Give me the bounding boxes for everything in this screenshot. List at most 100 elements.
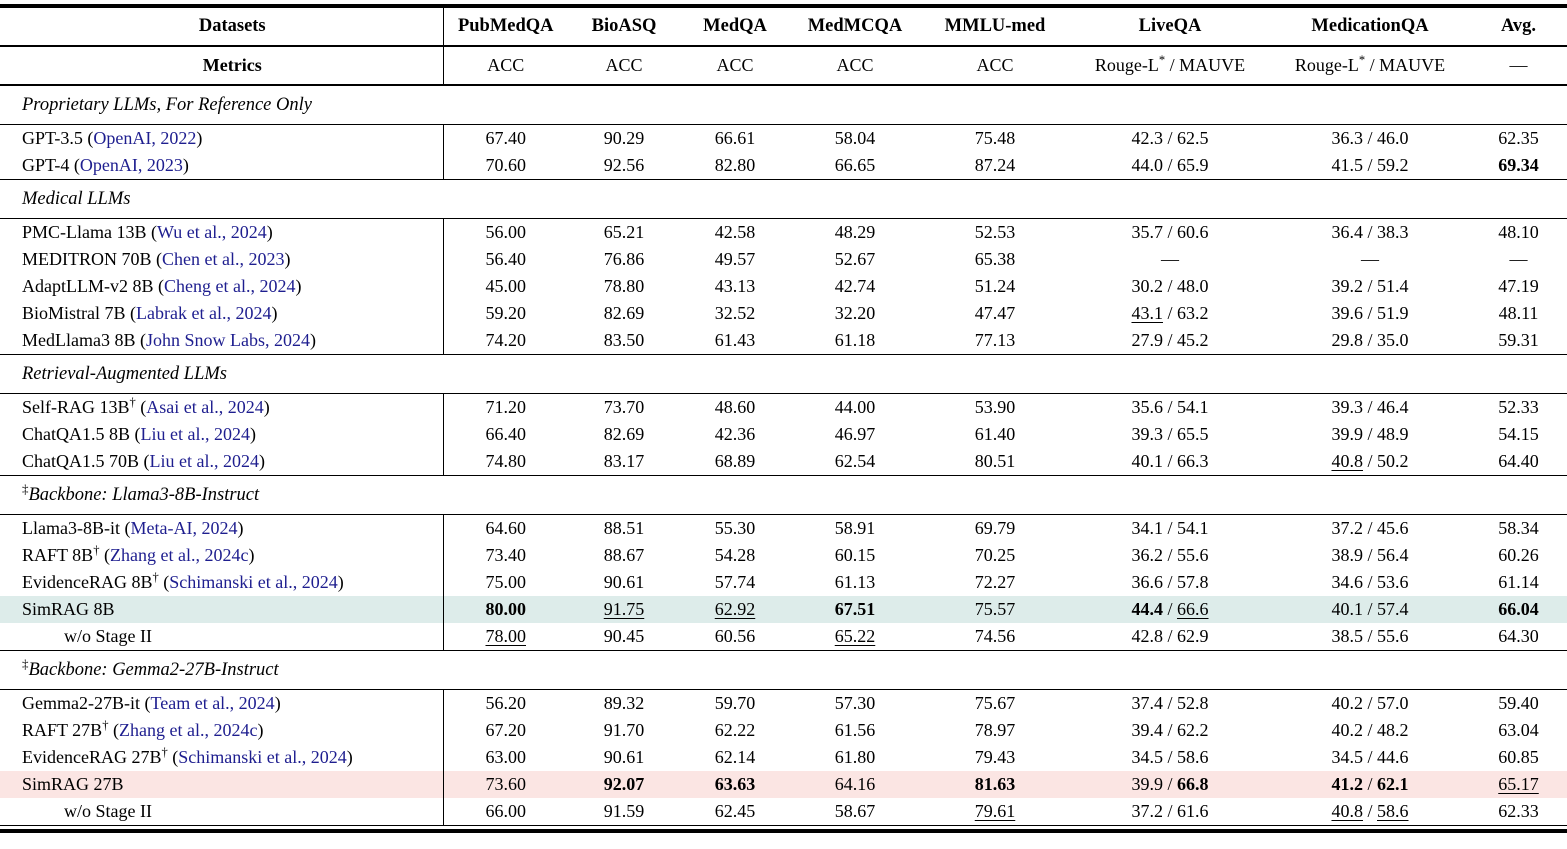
citation-link[interactable]: Cheng et al., 2024 [163, 276, 296, 296]
citation-link[interactable]: John Snow Labs, 2024 [145, 330, 310, 350]
citation-link[interactable]: OpenAI, 2023 [79, 155, 183, 175]
score-value: 83.17 [603, 451, 645, 471]
score-cell: 43.1 / 63.2 [1070, 300, 1270, 327]
citation-link[interactable]: Zhang et al., 2024c [110, 545, 249, 565]
asterisk-superscript: * [1358, 53, 1366, 67]
score-cell: 35.6 / 54.1 [1070, 394, 1270, 422]
citation-link[interactable]: OpenAI, 2022 [93, 128, 197, 148]
model-name: MEDITRON 70B [22, 249, 152, 269]
score-value: 40.8 [1331, 451, 1363, 471]
score-value: 52.33 [1498, 397, 1539, 417]
citation-link[interactable]: Schimanski et al., 2024 [169, 572, 338, 592]
score-value: 39.4 / 62.2 [1131, 720, 1209, 740]
score-value: 68.89 [714, 451, 756, 471]
score-value: 65.22 [834, 626, 876, 646]
score-cell: 34.1 / 54.1 [1070, 515, 1270, 543]
score-value: 66.6 [1177, 599, 1209, 619]
metric-header: ACC [680, 46, 790, 86]
score-cell: 62.22 [680, 717, 790, 744]
score-cell: 40.2 / 48.2 [1270, 717, 1470, 744]
score-cell: 88.51 [568, 515, 680, 543]
citation-link[interactable]: Zhang et al., 2024c [119, 720, 258, 740]
score-cell: 60.15 [790, 542, 920, 569]
model-name: Gemma2-27B-it [22, 693, 140, 713]
score-cell: — [1270, 246, 1470, 273]
score-cell: 48.11 [1470, 300, 1567, 327]
score-value: 45.00 [485, 276, 527, 296]
metrics-corner-label: Metrics [0, 46, 443, 86]
score-cell: 40.8 / 58.6 [1270, 798, 1470, 826]
score-value: — [1161, 249, 1179, 269]
score-value: 87.24 [974, 155, 1016, 175]
score-cell: 63.00 [442, 744, 568, 771]
score-value: / [1162, 599, 1177, 619]
citation-link[interactable]: Wu et al., 2024 [157, 222, 267, 242]
score-cell: 66.61 [680, 125, 790, 153]
score-cell: 65.21 [568, 219, 680, 247]
score-value: 79.43 [974, 747, 1016, 767]
score-cell: 58.91 [790, 515, 920, 543]
score-cell: 64.16 [790, 771, 920, 798]
score-cell: — [1070, 246, 1270, 273]
dagger-superscript: † [102, 718, 109, 732]
score-value: 61.18 [834, 330, 876, 350]
score-cell: 36.2 / 55.6 [1070, 542, 1270, 569]
score-value: 49.57 [714, 249, 756, 269]
score-value: 30.2 / 48.0 [1131, 276, 1209, 296]
score-cell: 78.00 [442, 623, 568, 651]
score-cell: 39.9 / 66.8 [1070, 771, 1270, 798]
score-cell: 30.2 / 48.0 [1070, 273, 1270, 300]
score-cell: 52.53 [920, 219, 1070, 247]
score-cell: 92.56 [568, 152, 680, 180]
score-value: 75.67 [974, 693, 1016, 713]
citation-link[interactable]: Liu et al., 2024 [149, 451, 259, 471]
model-row: MEDITRON 70B (Chen et al., 2023) 56.40 76.… [0, 246, 1567, 273]
metric-header: Rouge-L* / MAUVE [1070, 46, 1270, 86]
score-value: 73.40 [485, 545, 527, 565]
score-cell: 37.4 / 52.8 [1070, 690, 1270, 718]
citation-link[interactable]: Chen et al., 2023 [162, 249, 285, 269]
citation-link[interactable]: Asai et al., 2024 [146, 397, 264, 417]
score-cell: 65.17 [1470, 771, 1567, 798]
model-name: EvidenceRAG 8B [22, 572, 153, 592]
citation-link[interactable]: Team et al., 2024 [150, 693, 275, 713]
score-cell: 37.2 / 45.6 [1270, 515, 1470, 543]
score-value: / 63.2 [1162, 303, 1209, 323]
score-cell: 83.17 [568, 448, 680, 476]
dagger-superscript: † [129, 395, 136, 409]
datasets-header-row: Datasets PubMedQA BioASQ MedQA MedMCQA MMLU-m… [0, 8, 1567, 47]
model-cell: RAFT 27B† (Zhang et al., 2024c) [22, 718, 264, 740]
score-value: 67.20 [485, 720, 527, 740]
score-value: 78.97 [974, 720, 1016, 740]
score-value: 82.69 [603, 303, 645, 323]
model-cell: EvidenceRAG 27B† (Schimanski et al., 202… [22, 745, 353, 767]
score-cell: 89.32 [568, 690, 680, 718]
score-cell: 81.63 [920, 771, 1070, 798]
citation-link[interactable]: Liu et al., 2024 [140, 424, 250, 444]
score-value: 83.50 [603, 330, 645, 350]
score-value: 54.15 [1498, 424, 1539, 444]
score-cell: 73.70 [568, 394, 680, 422]
score-value: 41.5 / 59.2 [1331, 155, 1409, 175]
score-value: 56.40 [485, 249, 527, 269]
score-cell: 79.61 [920, 798, 1070, 826]
column-header-pubmedqa: PubMedQA [442, 8, 568, 47]
score-cell: 39.6 / 51.9 [1270, 300, 1470, 327]
score-cell: 45.00 [442, 273, 568, 300]
score-cell: 75.57 [920, 596, 1070, 623]
model-row: EvidenceRAG 8B† (Schimanski et al., 2024… [0, 569, 1567, 596]
citation-link[interactable]: Meta-AI, 2024 [130, 518, 238, 538]
score-value: 47.19 [1498, 276, 1539, 296]
score-cell: 75.00 [442, 569, 568, 596]
section-label-text: Proprietary LLMs, For Reference Only [22, 94, 312, 115]
score-value: 58.6 [1377, 801, 1409, 821]
score-cell: 40.2 / 57.0 [1270, 690, 1470, 718]
score-cell: 58.34 [1470, 515, 1567, 543]
score-cell: 49.57 [680, 246, 790, 273]
score-cell: 70.25 [920, 542, 1070, 569]
section-label-text: Retrieval-Augmented LLMs [22, 363, 227, 384]
citation-link[interactable]: Schimanski et al., 2024 [178, 747, 347, 767]
citation-link[interactable]: Labrak et al., 2024 [136, 303, 272, 323]
model-row: EvidenceRAG 27B† (Schimanski et al., 202… [0, 744, 1567, 771]
score-value: 36.6 / 57.8 [1131, 572, 1209, 592]
